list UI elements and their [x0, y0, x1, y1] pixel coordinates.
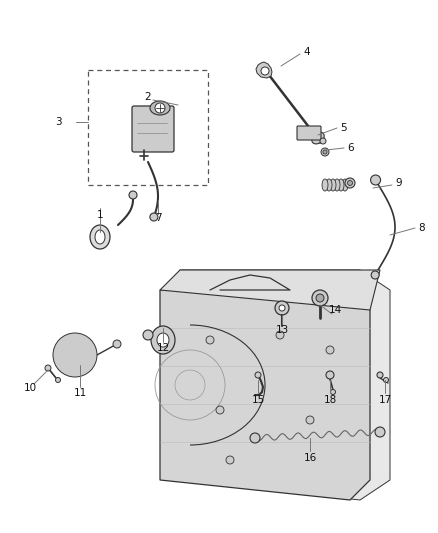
Text: 16: 16: [304, 453, 317, 463]
FancyBboxPatch shape: [297, 126, 321, 140]
Text: 1: 1: [97, 210, 103, 220]
Circle shape: [312, 290, 328, 306]
Ellipse shape: [95, 230, 105, 244]
Text: 15: 15: [251, 395, 265, 405]
Circle shape: [371, 271, 379, 279]
Text: 7: 7: [155, 213, 161, 223]
Ellipse shape: [150, 101, 170, 115]
Circle shape: [143, 330, 153, 340]
Text: 14: 14: [328, 305, 342, 315]
Ellipse shape: [151, 326, 175, 354]
Circle shape: [279, 305, 285, 311]
Circle shape: [375, 427, 385, 437]
Circle shape: [261, 67, 269, 75]
Text: 9: 9: [395, 178, 402, 188]
FancyBboxPatch shape: [132, 106, 174, 152]
Circle shape: [59, 339, 91, 371]
Text: 12: 12: [156, 343, 170, 353]
Circle shape: [53, 333, 97, 377]
Circle shape: [326, 346, 334, 354]
Circle shape: [275, 301, 289, 315]
Circle shape: [206, 336, 214, 344]
Circle shape: [56, 377, 60, 383]
Circle shape: [316, 294, 324, 302]
Ellipse shape: [342, 179, 348, 191]
Bar: [88, 70, 208, 185]
Circle shape: [255, 372, 261, 378]
Circle shape: [384, 377, 389, 383]
Ellipse shape: [326, 179, 332, 191]
Text: 6: 6: [347, 143, 353, 153]
Text: 11: 11: [74, 388, 87, 398]
Polygon shape: [160, 270, 380, 310]
Circle shape: [276, 331, 284, 339]
Circle shape: [45, 365, 51, 371]
Text: 18: 18: [323, 395, 337, 405]
Circle shape: [70, 350, 80, 360]
Circle shape: [347, 181, 353, 185]
Ellipse shape: [330, 179, 336, 191]
Polygon shape: [256, 62, 272, 78]
Text: 2: 2: [145, 92, 151, 102]
Polygon shape: [180, 270, 390, 500]
Circle shape: [306, 416, 314, 424]
Circle shape: [216, 406, 224, 414]
Circle shape: [150, 213, 158, 221]
Text: 8: 8: [418, 223, 424, 233]
Text: 5: 5: [340, 123, 346, 133]
Circle shape: [371, 175, 381, 185]
Ellipse shape: [312, 132, 324, 144]
Text: 17: 17: [378, 395, 392, 405]
Circle shape: [155, 103, 165, 113]
Circle shape: [65, 345, 85, 365]
Text: 4: 4: [303, 47, 310, 57]
Circle shape: [320, 138, 326, 144]
Circle shape: [321, 148, 329, 156]
Circle shape: [331, 390, 336, 394]
Circle shape: [345, 178, 355, 188]
Text: 13: 13: [276, 325, 289, 335]
Circle shape: [326, 371, 334, 379]
Ellipse shape: [157, 333, 169, 347]
Circle shape: [250, 433, 260, 443]
Ellipse shape: [334, 179, 340, 191]
Text: 3: 3: [55, 117, 62, 127]
Circle shape: [113, 340, 121, 348]
Circle shape: [323, 150, 327, 154]
Ellipse shape: [322, 179, 328, 191]
Polygon shape: [160, 290, 370, 500]
Ellipse shape: [338, 179, 344, 191]
Ellipse shape: [90, 225, 110, 249]
Circle shape: [129, 191, 137, 199]
Text: 10: 10: [24, 383, 36, 393]
Circle shape: [226, 456, 234, 464]
Circle shape: [377, 372, 383, 378]
